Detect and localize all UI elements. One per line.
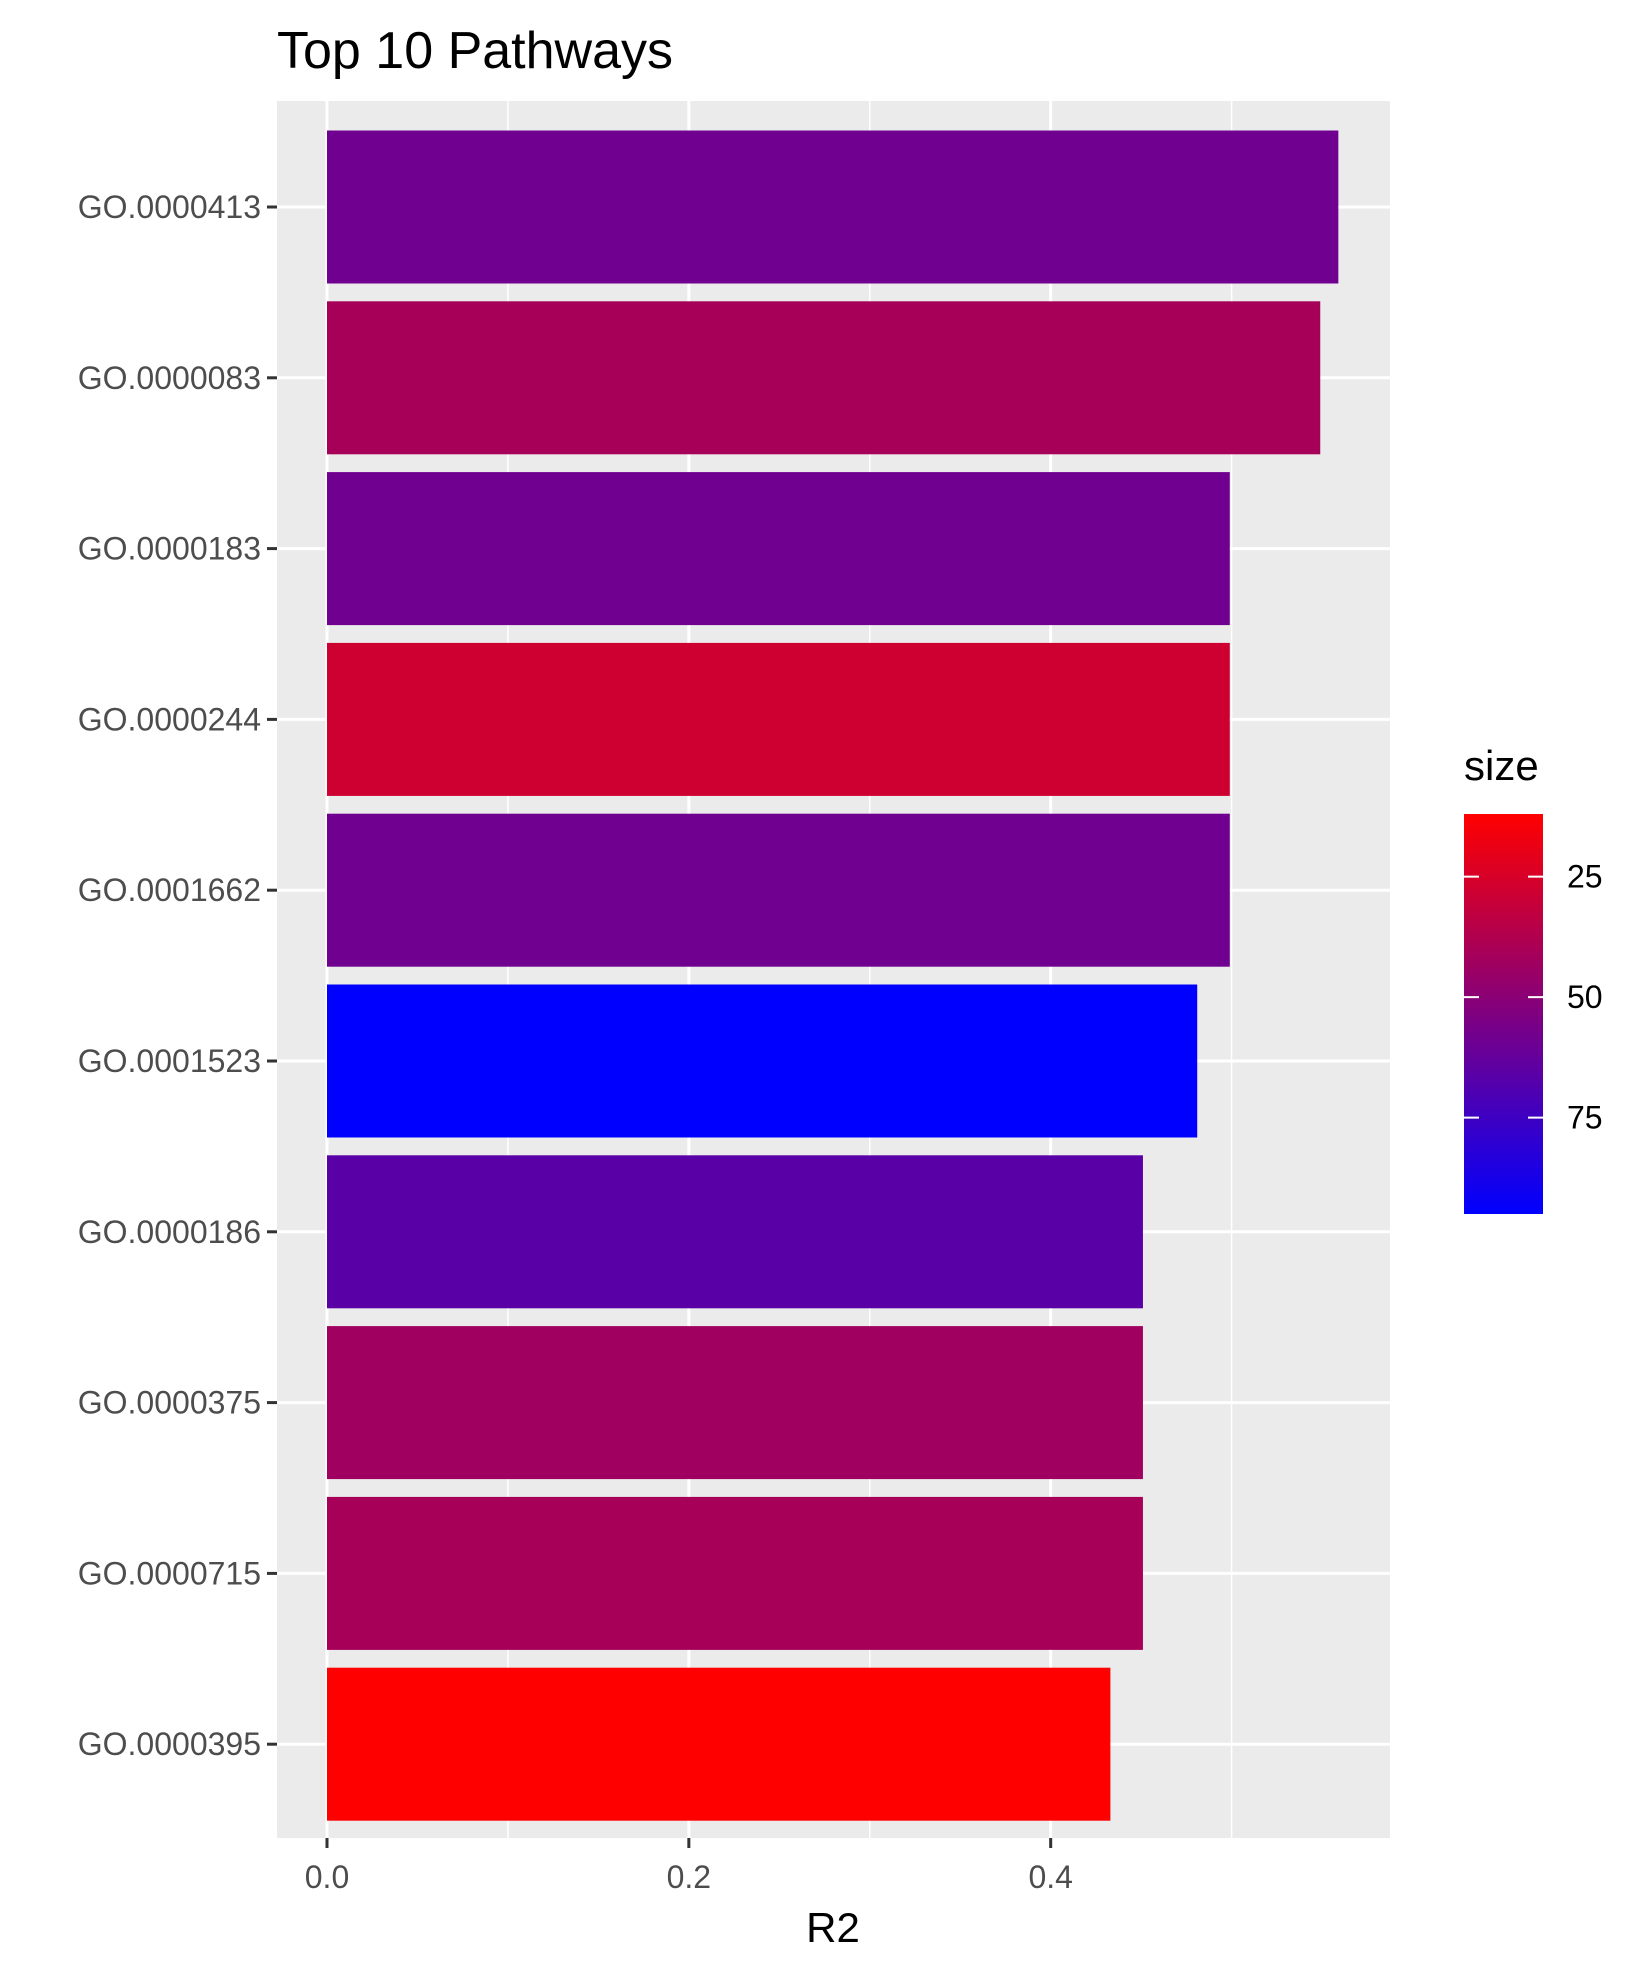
bar [327, 1326, 1143, 1480]
bar [327, 301, 1321, 455]
x-tick-label: 0.0 [305, 1859, 349, 1895]
bar [327, 984, 1198, 1138]
y-axis: GO.0000413 GO.0000083 GO.0000183 GO.0000244… [78, 189, 277, 1762]
y-tick-label: GO.0000244 [78, 701, 261, 737]
bar [327, 813, 1230, 967]
x-tick-label: 0.2 [667, 1859, 711, 1895]
x-tick-label: 0.4 [1028, 1859, 1072, 1895]
legend-colorbar [1464, 814, 1543, 1214]
y-tick-label: GO.0000715 [78, 1555, 261, 1591]
legend-ticks: 25 50 75 [1464, 859, 1603, 1136]
x-axis-title: R2 [806, 1904, 860, 1951]
y-tick-label: GO.0000083 [78, 360, 261, 396]
y-tick-label: GO.0000395 [78, 1726, 261, 1762]
bar [327, 1667, 1111, 1821]
x-axis: 0.0 0.2 0.4 [305, 1838, 1073, 1895]
y-tick-label: GO.0001662 [78, 872, 261, 908]
y-tick-label: GO.0000183 [78, 531, 261, 567]
legend-label: 25 [1567, 859, 1603, 895]
y-tick-label: GO.0000186 [78, 1214, 261, 1250]
legend-label: 50 [1567, 979, 1603, 1015]
legend: size 25 50 75 [1464, 742, 1603, 1214]
bar [327, 130, 1339, 284]
y-tick-label: GO.0000413 [78, 189, 261, 225]
bar [327, 1496, 1143, 1650]
y-tick-label: GO.0000375 [78, 1385, 261, 1421]
bar [327, 642, 1230, 796]
legend-label: 75 [1567, 1100, 1603, 1136]
chart-title: Top 10 Pathways [277, 22, 673, 80]
bars [327, 130, 1339, 1821]
y-tick-label: GO.0001523 [78, 1043, 261, 1079]
bar [327, 1155, 1143, 1309]
legend-title: size [1464, 742, 1539, 789]
bar [327, 472, 1230, 626]
